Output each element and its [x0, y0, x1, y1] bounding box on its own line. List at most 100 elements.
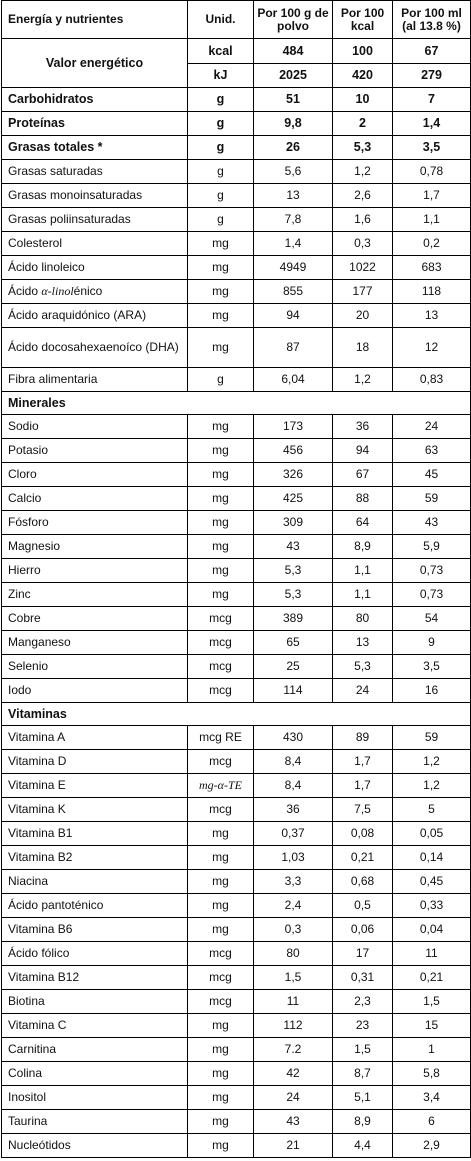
table-row: Sodio mg 173 36 24 — [1, 414, 471, 439]
table-row: Inositol mg 24 5,1 3,4 — [1, 1085, 471, 1110]
table-row: Ácido α-linolénico mg 855 177 118 — [1, 279, 471, 304]
value-per-100kcal: 0,68 — [332, 869, 393, 894]
value-per-100g: 3,3 — [253, 869, 333, 894]
table-row: Colesterol mg 1,4 0,3 0,2 — [1, 231, 471, 256]
minerals-section-title: Minerales — [1, 391, 471, 415]
nutrient-name: Ácido linoleico — [1, 255, 188, 280]
nutrient-name: Biotina — [1, 989, 188, 1014]
value-per-100ml: 0,21 — [392, 965, 471, 990]
table-row: Selenio mcg 25 5,3 3,5 — [1, 654, 471, 679]
value-per-100ml: 59 — [392, 725, 471, 750]
value-per-100kcal: 1,1 — [332, 582, 393, 607]
value-per-100kcal: 0,21 — [332, 845, 393, 870]
value-per-100kcal: 8,9 — [332, 1109, 393, 1134]
nutrient-unit: mg — [187, 486, 254, 511]
value-per-100ml: 683 — [392, 255, 471, 280]
value-per-100g: 51 — [253, 87, 333, 112]
nutrient-name: Vitamina C — [1, 1013, 188, 1038]
table-row: Colina mg 42 8,7 5,8 — [1, 1061, 471, 1086]
nutrient-unit: g — [187, 183, 254, 208]
energy-kj-per-100kcal: 420 — [332, 63, 393, 88]
table-row: Vitamina B6 mg 0,3 0,06 0,04 — [1, 917, 471, 942]
value-per-100ml: 1 — [392, 1037, 471, 1062]
header-per-100kcal: Por 100 kcal — [332, 0, 393, 39]
value-per-100kcal: 7,5 — [332, 797, 393, 822]
energy-unit-kj: kJ — [187, 63, 254, 88]
value-per-100ml: 0,83 — [392, 367, 471, 392]
value-per-100ml: 0,14 — [392, 845, 471, 870]
value-per-100g: 855 — [253, 279, 333, 304]
nutrient-name: Ácido araquidónico (ARA) — [1, 303, 188, 328]
table-row: Hierro mg 5,3 1,1 0,73 — [1, 558, 471, 583]
nutrient-name: Grasas monoinsaturadas — [1, 183, 188, 208]
value-per-100g: 42 — [253, 1061, 333, 1086]
value-per-100kcal: 88 — [332, 486, 393, 511]
nutrient-name: Fibra alimentaria — [1, 367, 188, 392]
value-per-100g: 4949 — [253, 255, 333, 280]
nutrient-unit: mg — [187, 438, 254, 463]
value-per-100ml: 7 — [392, 87, 471, 112]
value-per-100kcal: 2,6 — [332, 183, 393, 208]
nutrient-unit: g — [187, 367, 254, 392]
value-per-100kcal: 8,9 — [332, 534, 393, 559]
value-per-100g: 7.2 — [253, 1037, 333, 1062]
value-per-100kcal: 13 — [332, 630, 393, 655]
nutrient-name: Fósforo — [1, 510, 188, 535]
nutrient-name: Potasio — [1, 438, 188, 463]
nutrient-unit: mcg — [187, 989, 254, 1014]
nutrient-unit: mcg — [187, 630, 254, 655]
nutrient-name: Manganeso — [1, 630, 188, 655]
value-per-100kcal: 177 — [332, 279, 393, 304]
nutrient-unit: g — [187, 207, 254, 232]
value-per-100ml: 9 — [392, 630, 471, 655]
value-per-100kcal: 1,5 — [332, 1037, 393, 1062]
value-per-100g: 2,4 — [253, 893, 333, 918]
energy-kcal-per-100kcal: 100 — [332, 38, 393, 64]
table-row: Proteínas g 9,8 2 1,4 — [1, 111, 471, 136]
nutrient-name: Vitamina K — [1, 797, 188, 822]
value-per-100g: 1,4 — [253, 231, 333, 256]
table-row: Potasio mg 456 94 63 — [1, 438, 471, 463]
value-per-100kcal: 10 — [332, 87, 393, 112]
value-per-100ml: 1,4 — [392, 111, 471, 136]
table-row: Grasas saturadas g 5,6 1,2 0,78 — [1, 159, 471, 184]
value-per-100ml: 12 — [392, 327, 471, 368]
nutrient-unit: mg-α-TE — [187, 773, 254, 798]
nutrient-unit: mg — [187, 1133, 254, 1158]
table-row: Manganeso mcg 65 13 9 — [1, 630, 471, 655]
table-row: Calcio mg 425 88 59 — [1, 486, 471, 511]
value-per-100g: 7,8 — [253, 207, 333, 232]
nutrient-unit: g — [187, 87, 254, 112]
nutrient-unit: mg — [187, 1061, 254, 1086]
table-row: Ácido fólico mcg 80 17 11 — [1, 941, 471, 966]
nutrient-unit: mg — [187, 1109, 254, 1134]
value-per-100g: 173 — [253, 414, 333, 439]
value-per-100ml: 5 — [392, 797, 471, 822]
table-row: Vitamina B1 mg 0,37 0,08 0,05 — [1, 821, 471, 846]
nutrient-name: Sodio — [1, 414, 188, 439]
value-per-100ml: 11 — [392, 941, 471, 966]
table-row: Carbohidratos g 51 10 7 — [1, 87, 471, 112]
value-per-100ml: 3,4 — [392, 1085, 471, 1110]
nutrient-unit: mg — [187, 510, 254, 535]
nutrient-name: Selenio — [1, 654, 188, 679]
energy-kj-per-100g: 2025 — [253, 63, 333, 88]
nutrient-unit: mg — [187, 462, 254, 487]
value-per-100g: 5,3 — [253, 582, 333, 607]
value-per-100kcal: 2,3 — [332, 989, 393, 1014]
vitamins-section-title: Vitaminas — [1, 702, 471, 726]
value-per-100ml: 118 — [392, 279, 471, 304]
value-per-100kcal: 1,7 — [332, 773, 393, 798]
value-per-100kcal: 0,08 — [332, 821, 393, 846]
value-per-100kcal: 1,6 — [332, 207, 393, 232]
nutrient-unit: mg — [187, 1037, 254, 1062]
nutrient-unit: g — [187, 111, 254, 136]
value-per-100kcal: 5,3 — [332, 135, 393, 160]
value-per-100g: 114 — [253, 678, 333, 703]
nutrient-name-prefix: Ácido — [8, 284, 42, 298]
value-per-100ml: 1,1 — [392, 207, 471, 232]
nutrient-name: Cloro — [1, 462, 188, 487]
nutrient-unit: mcg — [187, 941, 254, 966]
value-per-100g: 13 — [253, 183, 333, 208]
